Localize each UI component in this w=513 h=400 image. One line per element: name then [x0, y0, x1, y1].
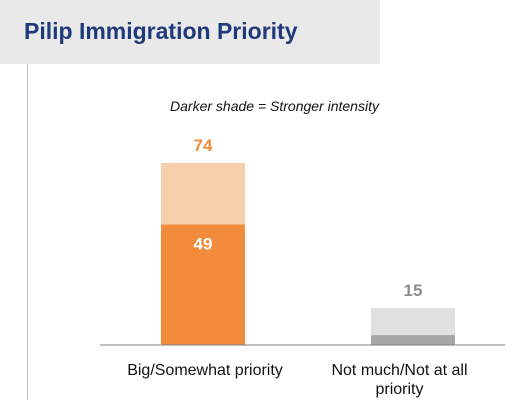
- data-label-total-1: 15: [404, 281, 423, 300]
- data-label-strong-0: 49: [194, 234, 213, 253]
- left-divider: [27, 64, 28, 400]
- title-box: Pilip Immigration Priority: [0, 0, 380, 64]
- category-label-big: Big/Somewhat priority: [127, 362, 283, 379]
- bar-strong-1: [371, 335, 455, 345]
- intensity-note: Darker shade = Stronger intensity: [170, 98, 379, 114]
- bar-strong-0: [161, 224, 245, 345]
- category-label-not-much: Not much/Not at all priority: [331, 362, 468, 398]
- data-label-total-0: 74: [194, 136, 213, 155]
- chart-title: Pilip Immigration Priority: [24, 18, 298, 44]
